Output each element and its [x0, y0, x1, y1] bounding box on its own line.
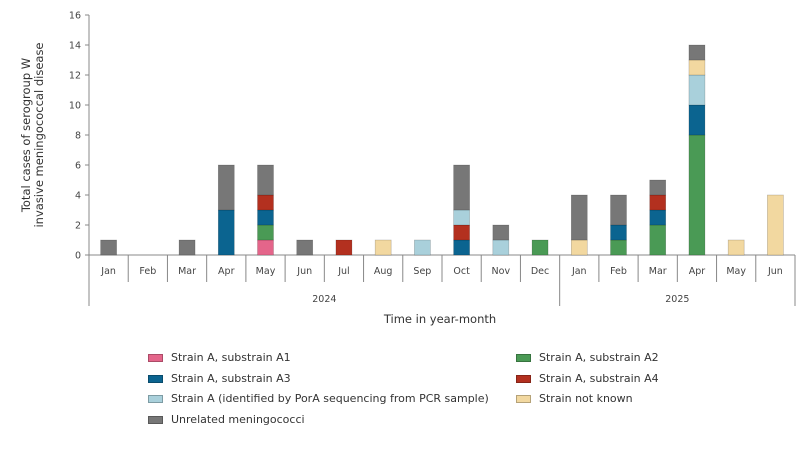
bar-segment: [767, 194, 784, 256]
x-axis-title: Time in year-month: [383, 312, 496, 326]
bar-segment: [649, 224, 667, 256]
year-label: 2024: [312, 294, 336, 305]
bar-segment: [414, 239, 431, 256]
bar-segment: [649, 209, 667, 226]
bar-segment: [257, 164, 274, 196]
bar-segment: [492, 239, 510, 256]
bar-segment: [257, 209, 274, 226]
y-tick-label: 2: [75, 221, 81, 232]
y-axis-title: Total cases of serogroup W: [19, 58, 33, 213]
bar-segment: [217, 164, 235, 211]
axes: [85, 14, 796, 306]
year-label: 2025: [665, 294, 689, 305]
bar-segment: [688, 74, 706, 106]
x-tick-label: Jul: [337, 266, 349, 277]
bar-segment: [649, 194, 667, 211]
bar-segment: [570, 239, 588, 256]
labels: 0 2 4 6 8 10 12 14 16 Jan Feb Mar Apr May Jun Jul Aug Sep…: [19, 11, 783, 327]
y-tick-label: 12: [69, 71, 81, 82]
bar-segment: [453, 164, 470, 211]
x-tick-label: Jan: [100, 266, 116, 277]
bar-segment: [688, 104, 706, 136]
bar-segment: [257, 239, 274, 256]
x-tick-label: May: [256, 266, 276, 277]
bar-segment: [257, 194, 274, 211]
x-tick-label: Oct: [453, 266, 470, 277]
y-tick-label: 8: [75, 131, 81, 142]
y-tick-label: 14: [69, 41, 81, 52]
bar-segment: [374, 239, 392, 256]
bar-segment: [453, 209, 470, 226]
x-tick-label: May: [726, 266, 746, 277]
y-tick-label: 4: [75, 191, 81, 202]
bar-segment: [688, 134, 706, 256]
x-tick-label: Jun: [296, 266, 312, 277]
bar-segment: [727, 239, 745, 256]
bar-segment: [257, 224, 274, 241]
x-tick-label: Apr: [689, 266, 706, 277]
bars: [100, 44, 784, 256]
bar-segment: [492, 224, 510, 241]
x-tick-label: Dec: [531, 266, 549, 277]
y-tick-label: 16: [69, 11, 81, 22]
bar-segment: [688, 59, 706, 76]
bar-segment: [531, 239, 549, 256]
y-tick-label: 0: [75, 251, 81, 262]
x-tick-label: Jan: [571, 266, 587, 277]
x-tick-label: Mar: [649, 266, 667, 277]
x-tick-label: Sep: [413, 266, 431, 277]
y-tick-label: 6: [75, 161, 81, 172]
bar-segment: [649, 179, 667, 196]
bar-segment: [335, 239, 353, 256]
bar-segment: [296, 239, 314, 256]
bar-segment: [217, 209, 235, 256]
bar-segment: [570, 194, 588, 241]
x-tick-label: Apr: [218, 266, 235, 277]
bar-segment: [610, 194, 627, 226]
bar-segment: [610, 224, 627, 241]
bar-segment: [610, 239, 627, 256]
y-tick-label: 10: [69, 101, 81, 112]
bar-segment: [178, 239, 196, 256]
x-tick-label: Jun: [767, 266, 783, 277]
bar-segment: [100, 239, 117, 256]
bar-segment: [688, 44, 706, 61]
bar-segment: [453, 224, 470, 241]
x-tick-label: Aug: [374, 266, 393, 277]
y-axis-title: invasive meningococcal disease: [32, 42, 46, 227]
bar-segment: [453, 239, 470, 256]
x-tick-label: Mar: [178, 266, 196, 277]
x-tick-label: Nov: [492, 266, 511, 277]
x-tick-label: Feb: [610, 266, 627, 277]
x-tick-label: Feb: [139, 266, 156, 277]
